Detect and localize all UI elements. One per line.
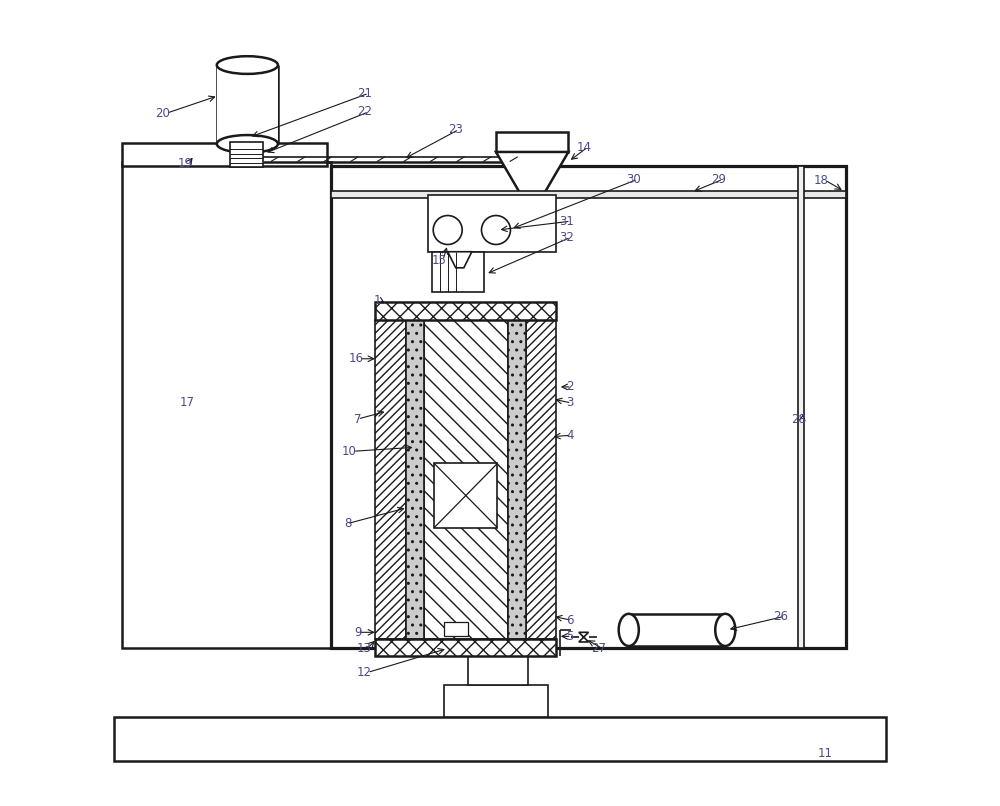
Text: 16: 16 bbox=[348, 352, 363, 365]
Bar bbox=[122, 162, 331, 648]
Text: 8: 8 bbox=[344, 517, 351, 530]
Text: 31: 31 bbox=[560, 214, 574, 227]
Text: 5: 5 bbox=[566, 629, 573, 643]
Bar bbox=[122, 143, 327, 166]
Text: 4: 4 bbox=[566, 429, 573, 442]
Bar bbox=[526, 320, 556, 638]
Text: 18: 18 bbox=[814, 173, 829, 187]
Text: 17: 17 bbox=[179, 397, 194, 409]
Bar bbox=[230, 142, 263, 168]
Bar bbox=[432, 251, 484, 292]
Text: 22: 22 bbox=[358, 106, 373, 118]
Bar bbox=[114, 717, 886, 761]
Text: 15: 15 bbox=[432, 254, 446, 267]
Ellipse shape bbox=[715, 614, 735, 646]
Text: 12: 12 bbox=[356, 666, 371, 679]
Bar bbox=[428, 195, 556, 251]
Bar bbox=[331, 191, 846, 197]
Polygon shape bbox=[496, 152, 568, 195]
Ellipse shape bbox=[217, 135, 278, 153]
Text: 14: 14 bbox=[576, 140, 591, 154]
Text: 29: 29 bbox=[712, 172, 727, 186]
Text: 3: 3 bbox=[566, 397, 573, 409]
Text: 13: 13 bbox=[356, 642, 371, 655]
Ellipse shape bbox=[619, 614, 639, 646]
Text: 11: 11 bbox=[818, 746, 833, 759]
Text: 30: 30 bbox=[626, 172, 641, 186]
Text: 26: 26 bbox=[774, 609, 789, 623]
Bar bbox=[444, 684, 548, 717]
Bar bbox=[508, 320, 526, 638]
Bar bbox=[444, 622, 468, 637]
Text: 23: 23 bbox=[448, 123, 463, 136]
Text: 9: 9 bbox=[354, 625, 362, 639]
Bar bbox=[496, 132, 568, 152]
Bar bbox=[629, 614, 725, 646]
Bar bbox=[798, 166, 804, 648]
Text: 6: 6 bbox=[566, 613, 573, 627]
Bar bbox=[375, 638, 556, 656]
Bar bbox=[375, 320, 406, 638]
Text: 27: 27 bbox=[591, 642, 606, 655]
Bar bbox=[406, 320, 424, 638]
Bar bbox=[217, 65, 278, 144]
Bar bbox=[331, 166, 846, 648]
Bar bbox=[424, 320, 508, 638]
Bar bbox=[434, 463, 497, 528]
Text: 1: 1 bbox=[374, 293, 381, 306]
Text: 28: 28 bbox=[791, 413, 806, 426]
Text: 21: 21 bbox=[358, 87, 373, 100]
Text: 2: 2 bbox=[566, 380, 573, 393]
Bar bbox=[468, 644, 528, 684]
Text: 7: 7 bbox=[354, 413, 362, 426]
Text: 20: 20 bbox=[155, 107, 170, 120]
Polygon shape bbox=[448, 251, 472, 268]
Ellipse shape bbox=[217, 56, 278, 74]
Text: 10: 10 bbox=[342, 445, 357, 458]
Text: 32: 32 bbox=[560, 231, 574, 243]
Bar bbox=[375, 302, 556, 320]
Text: 19: 19 bbox=[178, 156, 193, 170]
